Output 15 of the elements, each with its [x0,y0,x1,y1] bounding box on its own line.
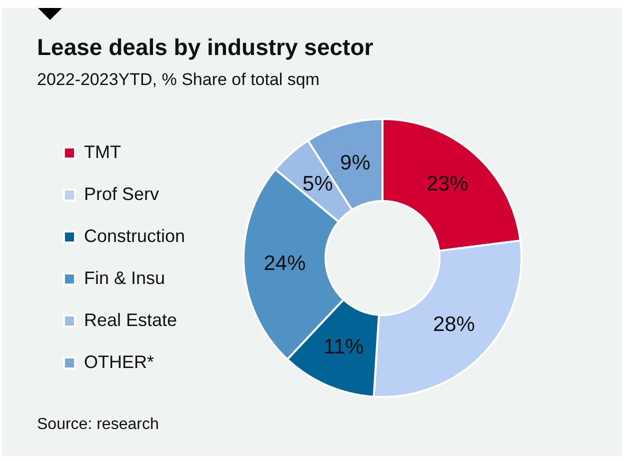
chart-subtitle: 2022-2023YTD, % Share of total sqm [37,70,320,90]
data-label: 28% [432,312,475,336]
data-label: 5% [302,172,333,196]
legend-label: TMT [84,142,121,162]
legend-label: Prof Serv [84,184,160,204]
legend-label: OTHER* [84,352,154,372]
source-note: Source: research [37,416,159,434]
data-label: 23% [426,172,468,196]
data-label: 11% [323,336,364,359]
legend-label: Construction [84,226,186,246]
data-label: 24% [264,252,306,275]
chart-title: Lease deals by industry sector [37,34,374,61]
data-label: 9% [340,152,370,175]
legend-label: Fin & Insu [84,268,166,288]
legend-label: Real Estate [84,310,178,330]
